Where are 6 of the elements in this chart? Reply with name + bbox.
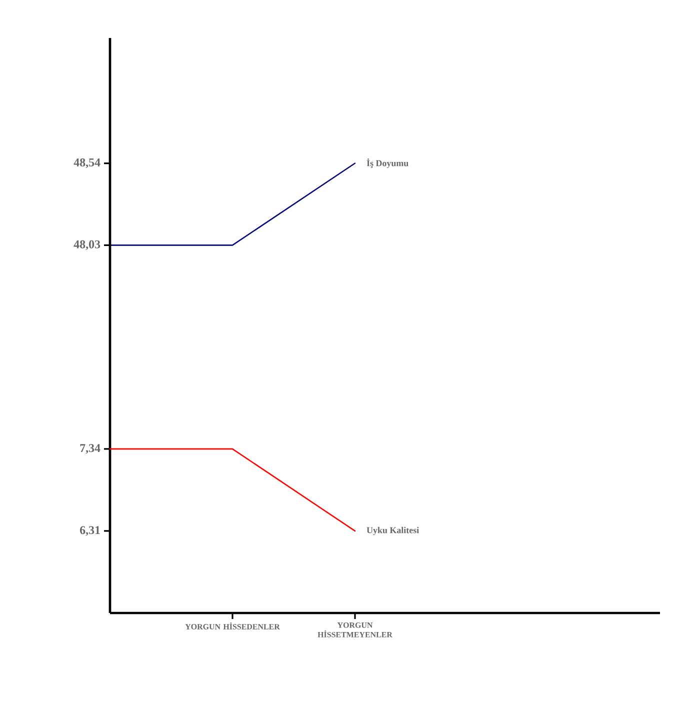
- y2-tick-label: 7,34: [80, 444, 100, 454]
- series-label: Uyku Kalitesi: [366, 526, 419, 536]
- y-tick-label: 48,03: [74, 240, 100, 250]
- y2-tick-label: 6,31: [80, 526, 100, 536]
- y-tick-label: 48,54: [74, 158, 100, 168]
- series-label: İş Doyumu: [366, 158, 408, 168]
